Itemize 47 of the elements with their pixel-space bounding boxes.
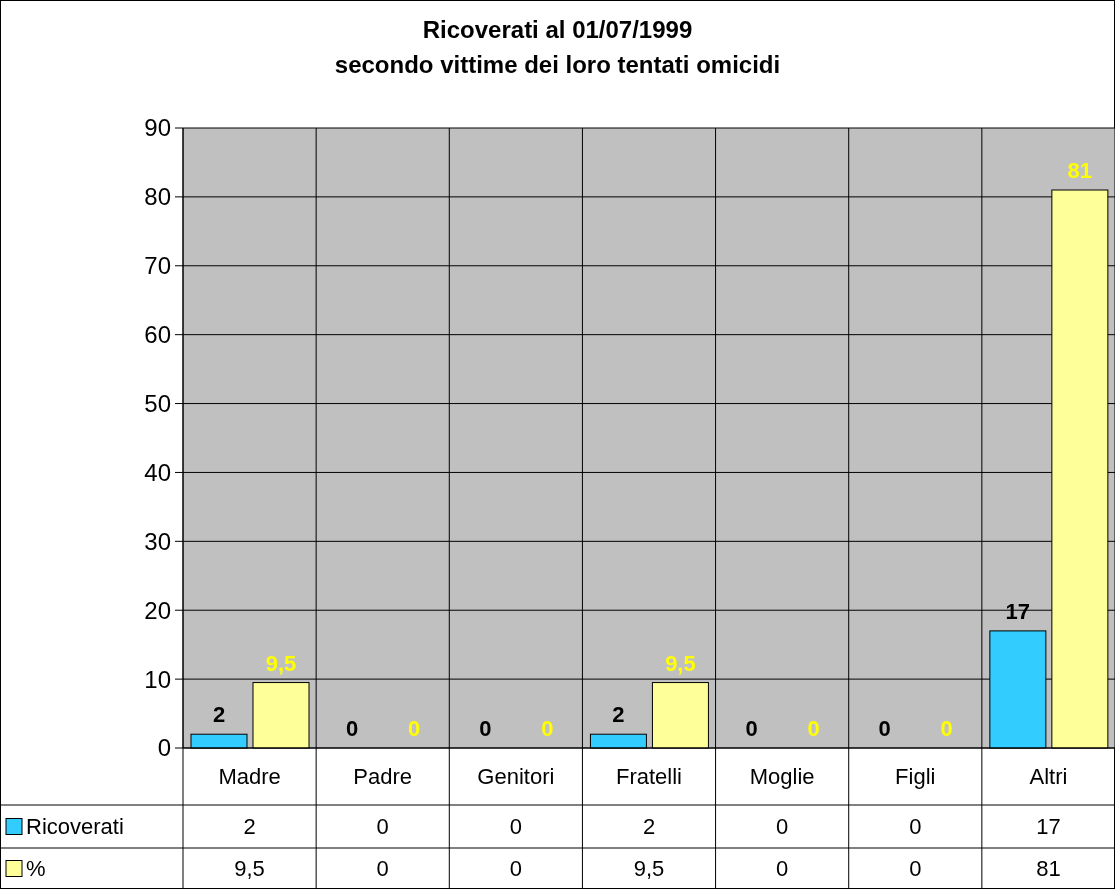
- data-label: 81: [1036, 856, 1061, 882]
- text: 0: [479, 716, 492, 741]
- y-tick-label: 90: [144, 114, 171, 142]
- text: 9,5: [665, 650, 696, 676]
- x-tick-label: Figli: [895, 763, 936, 789]
- text: 2: [212, 702, 226, 728]
- y-tick-label: 20: [144, 596, 171, 624]
- y-tick-label: 50: [144, 389, 171, 417]
- text: 81: [1067, 158, 1093, 183]
- data-label: 0: [776, 856, 789, 882]
- x-tick-label: Fratelli: [615, 763, 683, 789]
- text: 0: [807, 716, 820, 741]
- y-tick-label: 30: [144, 527, 171, 555]
- legend-label: Ricoverati: [26, 814, 124, 840]
- y-tick-label: 80: [144, 183, 171, 211]
- x-tick-label: Genitori: [477, 763, 555, 789]
- y-tick-label: 40: [144, 458, 171, 486]
- text: 2: [612, 702, 625, 728]
- y-tick-label: 60: [144, 321, 171, 349]
- text: 0: [878, 716, 891, 741]
- data-label: 0: [376, 856, 389, 882]
- data-label: 0: [909, 814, 922, 840]
- y-tick-label: 10: [144, 665, 171, 693]
- data-label: 0: [509, 856, 522, 882]
- x-tick-label: Altri: [1029, 763, 1068, 789]
- text: 0: [745, 716, 758, 741]
- y-tick-label: 0: [157, 734, 171, 762]
- y-tick-label: 70: [144, 252, 171, 280]
- x-tick-label: Moglie: [749, 763, 815, 789]
- data-label: 0: [909, 856, 922, 882]
- text: 9,5: [265, 650, 297, 676]
- text: 0: [346, 716, 359, 741]
- x-tick-label: Padre: [353, 763, 413, 789]
- data-label: 0: [509, 814, 522, 840]
- data-label: 2: [642, 814, 656, 840]
- legend-label: %: [26, 856, 46, 882]
- data-label: 17: [1036, 814, 1061, 840]
- data-label: 9,5: [633, 856, 665, 882]
- x-tick-label: Madre: [218, 763, 281, 789]
- data-label: 0: [776, 814, 789, 840]
- data-label: 9,5: [234, 856, 265, 882]
- text: 0: [408, 716, 421, 741]
- text: 0: [940, 716, 953, 741]
- text: 0: [541, 716, 554, 741]
- chart-title: Ricoverati al 01/07/1999 secondo vittime dei loro tentati omicidi: [334, 16, 781, 78]
- data-label: 2: [243, 814, 256, 840]
- data-label: 0: [376, 814, 389, 840]
